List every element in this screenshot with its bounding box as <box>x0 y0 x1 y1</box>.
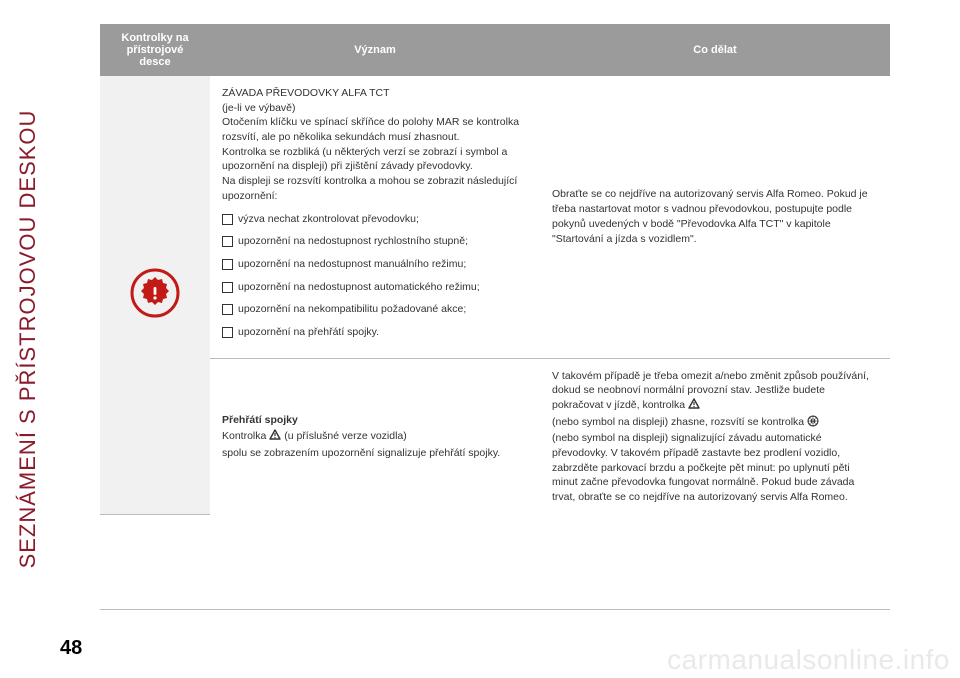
gear-fault-icon <box>129 267 181 324</box>
action-text: Obraťte se co nejdříve na autorizovaný s… <box>552 188 868 244</box>
warning-list: výzva nechat zkontrolovat převodovku; up… <box>222 212 528 340</box>
clutch-overheat-title: Přehřátí spojky <box>222 413 528 428</box>
clutch-overheat-line2: spolu se zobrazením upozornění signalizu… <box>222 446 528 461</box>
text-fragment: Kontrolka <box>222 430 269 442</box>
action-text-2: (nebo symbol na displeji) zhasne, rozsví… <box>552 416 807 428</box>
list-item: výzva nechat zkontrolovat převodovku; <box>222 212 528 227</box>
text-fragment: (u příslušné verze vozidla) <box>284 430 407 442</box>
gear-fault-small-icon <box>807 415 819 432</box>
list-item: upozornění na nekompatibilitu požadované… <box>222 302 528 317</box>
manual-page: SEZNÁMENÍ S PŘÍSTROJOVOU DESKOU Kontrolk… <box>0 0 960 678</box>
list-item: upozornění na nedostupnost manuálního re… <box>222 257 528 272</box>
action-text-3: (nebo symbol na displeji) signalizující … <box>552 432 854 503</box>
action-cell: Obraťte se co nejdříve na autorizovaný s… <box>540 76 890 358</box>
action-text-1: V takovém případě je třeba omezit a/nebo… <box>552 370 869 411</box>
clutch-overheat-line1: Kontrolka (u příslušné verze vozidla) <box>222 429 528 446</box>
col-header-action: Co dělat <box>540 24 890 76</box>
section-side-label: SEZNÁMENÍ S PŘÍSTROJOVOU DESKOU <box>15 110 41 569</box>
meaning-cell: Přehřátí spojky Kontrolka (u příslušné v… <box>210 358 540 515</box>
meaning-cell: ZÁVADA PŘEVODOVKY ALFA TCT (je-li ve výb… <box>210 76 540 358</box>
col-header-meaning: Význam <box>210 24 540 76</box>
page-number: 48 <box>60 637 82 660</box>
list-item: upozornění na nedostupnost rychlostního … <box>222 234 528 249</box>
col-header-indicator: Kontrolky na přístrojové desce <box>100 24 210 76</box>
fault-description: Otočením klíčku ve spínací skříňce do po… <box>222 115 528 203</box>
watermark: carmanualsonline.info <box>667 644 950 676</box>
fault-title: ZÁVADA PŘEVODOVKY ALFA TCT <box>222 86 528 101</box>
warning-lights-table: Kontrolky na přístrojové desce Význam Co… <box>100 24 890 515</box>
warning-triangle-icon <box>269 429 281 446</box>
fault-subtitle: (je-li ve výbavě) <box>222 101 528 116</box>
table-row: Přehřátí spojky Kontrolka (u příslušné v… <box>100 358 890 515</box>
list-item: upozornění na nedostupnost automatického… <box>222 280 528 295</box>
table-row: ZÁVADA PŘEVODOVKY ALFA TCT (je-li ve výb… <box>100 76 890 358</box>
warning-triangle-icon <box>688 398 700 415</box>
action-cell: V takovém případě je třeba omezit a/nebo… <box>540 358 890 515</box>
indicator-icon-cell <box>100 76 210 515</box>
list-item: upozornění na přehřátí spojky. <box>222 325 528 340</box>
bottom-rule <box>100 609 890 610</box>
